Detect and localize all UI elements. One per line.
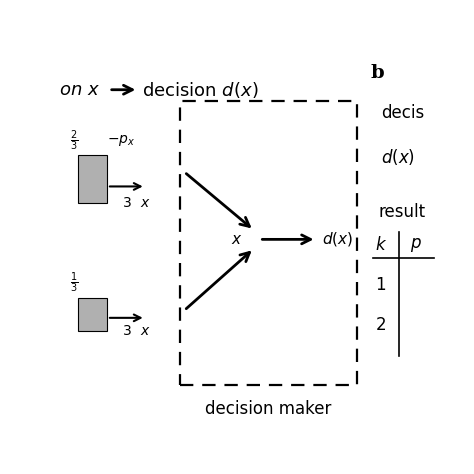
Text: 3: 3 xyxy=(123,196,132,210)
Bar xyxy=(78,298,107,331)
Text: $d(x)$: $d(x)$ xyxy=(381,147,415,167)
Text: $x$: $x$ xyxy=(140,196,151,210)
Text: on $x$: on $x$ xyxy=(59,81,100,99)
Text: decision maker: decision maker xyxy=(205,400,332,418)
Bar xyxy=(181,100,357,385)
Bar xyxy=(78,155,107,203)
Text: b: b xyxy=(370,64,384,82)
Text: $x$: $x$ xyxy=(140,324,151,337)
Text: $x$: $x$ xyxy=(231,232,243,247)
Text: 1: 1 xyxy=(375,276,386,294)
Text: $d(x)$: $d(x)$ xyxy=(322,230,353,248)
Text: result: result xyxy=(379,203,426,221)
Text: decision $d(x)$: decision $d(x)$ xyxy=(142,80,258,100)
Text: $- p_x$: $- p_x$ xyxy=(107,133,135,148)
Text: 3: 3 xyxy=(123,324,132,337)
Text: 2: 2 xyxy=(375,316,386,334)
Text: $\frac{1}{3}$: $\frac{1}{3}$ xyxy=(70,271,78,295)
Text: $k$: $k$ xyxy=(374,236,387,254)
Text: $\frac{2}{3}$: $\frac{2}{3}$ xyxy=(70,128,78,153)
Text: $p$: $p$ xyxy=(410,236,421,254)
Text: decis: decis xyxy=(381,104,424,122)
